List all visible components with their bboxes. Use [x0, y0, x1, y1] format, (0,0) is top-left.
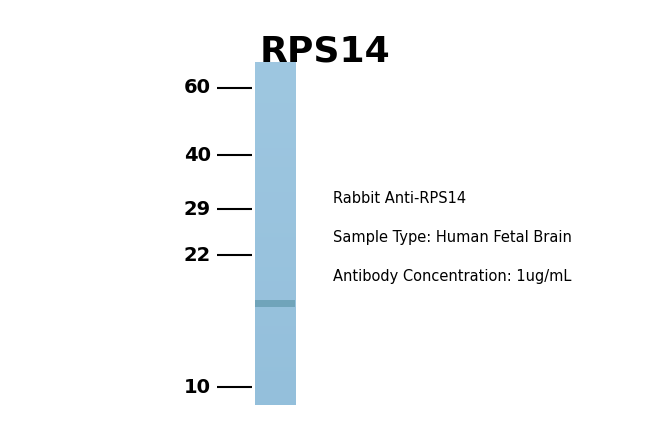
- Text: Antibody Concentration: 1ug/mL: Antibody Concentration: 1ug/mL: [333, 269, 571, 284]
- Text: 22: 22: [184, 246, 211, 265]
- Text: Sample Type: Human Fetal Brain: Sample Type: Human Fetal Brain: [333, 230, 572, 245]
- Text: Rabbit Anti-RPS14: Rabbit Anti-RPS14: [333, 191, 466, 206]
- Text: 29: 29: [184, 200, 211, 219]
- Text: 40: 40: [184, 146, 211, 165]
- Text: 60: 60: [184, 78, 211, 97]
- Text: RPS14: RPS14: [259, 35, 391, 69]
- Bar: [255, 300, 295, 307]
- Text: 10: 10: [184, 378, 211, 397]
